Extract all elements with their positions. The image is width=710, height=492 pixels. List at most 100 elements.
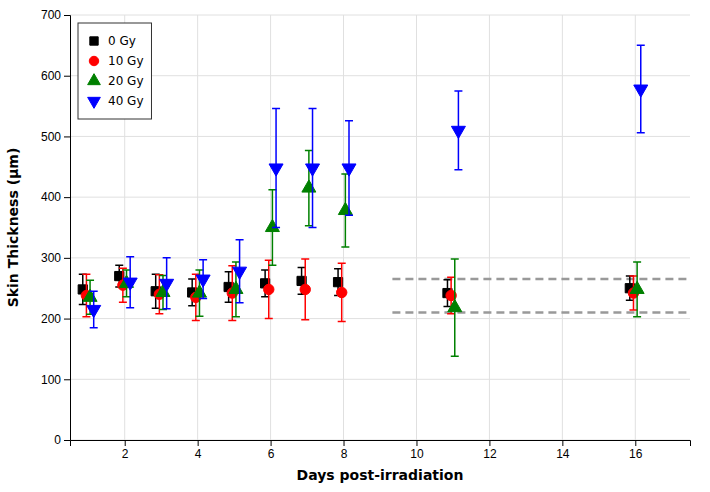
x-tick: 4 [195,440,202,461]
point [338,202,352,214]
legend-swatch [88,97,101,108]
point [630,281,644,293]
y-tick-mark [64,319,70,320]
y-grid-line [70,379,690,380]
point [265,219,279,231]
x-tick: 6 [268,440,275,461]
x-grid-line [197,15,198,440]
y-tick-label: 600 [41,69,61,83]
legend-swatch [89,56,98,65]
reference-line [392,278,690,281]
y-axis-title: Skin Thickness (μm) [5,148,21,308]
point [302,180,316,192]
x-tick-mark [416,440,417,446]
y-tick: 700 [41,8,70,22]
chart: 2 4 6 8 10 12 14 16 0 100 200 300 400 500 600 700 0 Gy 10… [0,0,710,492]
x-tick-mark [489,440,490,446]
x-tick-label: 4 [195,447,202,461]
x-tick-label: 16 [629,447,643,461]
x-tick-mark [271,440,272,446]
y-tick-mark [64,136,70,137]
y-tick: 100 [41,373,70,387]
series [81,259,638,322]
y-tick-label: 100 [41,373,61,387]
x-tick: 12 [483,440,497,461]
point [300,284,310,294]
legend-box [78,23,151,119]
y-tick-label: 700 [41,8,61,22]
point [448,300,462,312]
legend-label: 10 Gy [108,54,143,68]
point [196,275,210,287]
y-tick-label: 400 [41,190,61,204]
x-tick-mark [562,440,563,446]
y-tick-label: 0 [54,433,61,447]
y-grid-line [70,15,690,16]
point [337,287,347,297]
data-layer [78,45,690,356]
y-tick-label: 200 [41,312,61,326]
y-grid-line [70,75,690,76]
x-tick-label: 8 [341,447,348,461]
x-tick: 16 [629,440,643,461]
point [451,126,465,138]
y-tick-mark [64,258,70,259]
x-tick-label: 12 [483,447,497,461]
x-tick-mark [125,440,126,446]
legend-swatch [90,37,98,45]
y-tick-mark [64,379,70,380]
point [160,279,174,291]
point [123,278,137,290]
y-tick-label: 300 [41,251,61,265]
x-tick: 10 [410,440,424,461]
point [87,305,101,317]
y-grid-line [70,136,690,137]
y-axis: 0 100 200 300 400 500 600 700 [41,8,71,447]
x-tick-mark [344,440,345,446]
y-axis-line [64,16,71,441]
point [264,284,274,294]
y-tick: 200 [41,312,70,326]
y-tick-mark [64,197,70,198]
x-grid-line [489,15,490,440]
series [87,45,648,327]
y-tick-mark [64,76,70,77]
y-tick: 400 [41,190,70,204]
x-tick: 8 [341,440,348,461]
x-axis-line [71,441,691,447]
legend-swatch [88,74,101,85]
y-tick-mark [64,15,70,16]
x-grid-line [343,15,344,440]
y-tick: 300 [41,251,70,265]
legend-label: 40 Gy [108,94,143,108]
x-axis-title: Days post-irradiation [297,467,464,483]
point [634,85,648,97]
y-grid-line [70,318,690,319]
reference-line [392,311,690,314]
x-grid-line [562,15,563,440]
x-tick-mark [198,440,199,446]
x-tick: 2 [122,440,129,461]
plot-area: 2 4 6 8 10 12 14 16 0 100 200 300 400 500 600 700 0 Gy 10… [41,8,691,460]
legend-label: 0 Gy [108,34,136,48]
point [342,164,356,176]
y-tick: 500 [41,130,70,144]
point [233,267,247,279]
point [269,164,283,176]
series [78,265,634,308]
y-tick: 0 [54,433,70,447]
x-tick-label: 6 [268,447,275,461]
legend: 0 Gy 10 Gy 20 Gy 40 Gy [78,23,151,119]
y-tick: 600 [41,69,70,83]
y-grid-line [70,197,690,198]
x-grid-line [416,15,417,440]
grid [70,15,690,440]
point [229,281,243,293]
legend-label: 20 Gy [108,74,143,88]
x-tick-label: 14 [556,447,570,461]
x-grid-line [635,15,636,440]
x-tick: 14 [556,440,570,461]
x-tick-mark [635,440,636,446]
point [192,285,206,297]
point [306,164,320,176]
